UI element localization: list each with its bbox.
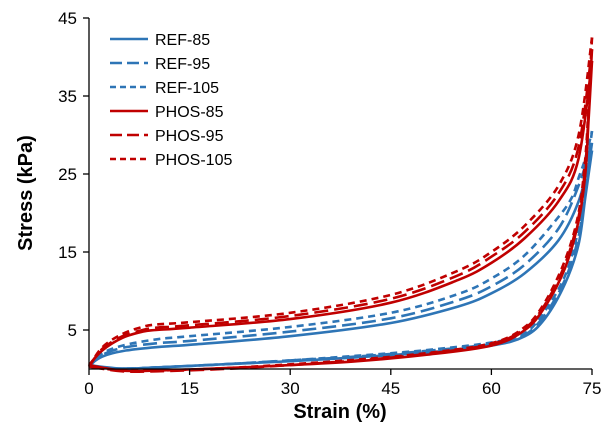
series-line-ref-95-loading: [88, 142, 594, 368]
series-line-phos-85-loading: [88, 60, 594, 366]
plot-curves: [87, 37, 594, 374]
legend-label-ref-95: REF-95: [155, 56, 210, 73]
x-axis-title: Strain (%): [293, 401, 386, 423]
legend-label-phos-95: PHOS-95: [155, 128, 224, 145]
x-tick-label: 15: [180, 379, 199, 398]
y-tick-label: 35: [58, 87, 77, 106]
axes: 5 15 25 35 45 0 15 30 45 60 75: [58, 9, 601, 398]
series-line-ref-85-loading: [88, 150, 594, 367]
x-tick-label: 30: [281, 379, 300, 398]
series-line-phos-105-unloading: [88, 37, 594, 373]
legend-label-phos-85: PHOS-85: [155, 104, 224, 121]
x-axis-ticks: 0 15 30 45 60 75: [84, 369, 601, 398]
y-axis-title: Stress (kPa): [15, 135, 37, 251]
series-line-phos-105-loading: [87, 37, 594, 368]
y-tick-label: 45: [58, 9, 77, 28]
x-tick-label: 0: [84, 379, 93, 398]
series-line-ref-105-unloading: [88, 130, 594, 370]
x-tick-label: 60: [482, 379, 501, 398]
y-axis-ticks: 5 15 25 35 45: [58, 9, 89, 340]
y-tick-label: 5: [68, 321, 77, 340]
legend: REF-85 REF-95 REF-105 PHOS-85 PHOS-95 PHOS-10…: [110, 32, 232, 169]
series-line-phos-95-loading: [87, 49, 594, 368]
legend-label-ref-85: REF-85: [155, 32, 210, 49]
y-tick-label: 25: [58, 165, 77, 184]
x-tick-label: 75: [583, 379, 602, 398]
y-tick-label: 15: [58, 243, 77, 262]
series-line-phos-95-unloading: [88, 49, 594, 374]
series-line-ref-105-loading: [88, 130, 594, 368]
legend-label-phos-105: PHOS-105: [155, 152, 232, 169]
legend-label-ref-105: REF-105: [155, 80, 219, 97]
x-tick-label: 45: [381, 379, 400, 398]
